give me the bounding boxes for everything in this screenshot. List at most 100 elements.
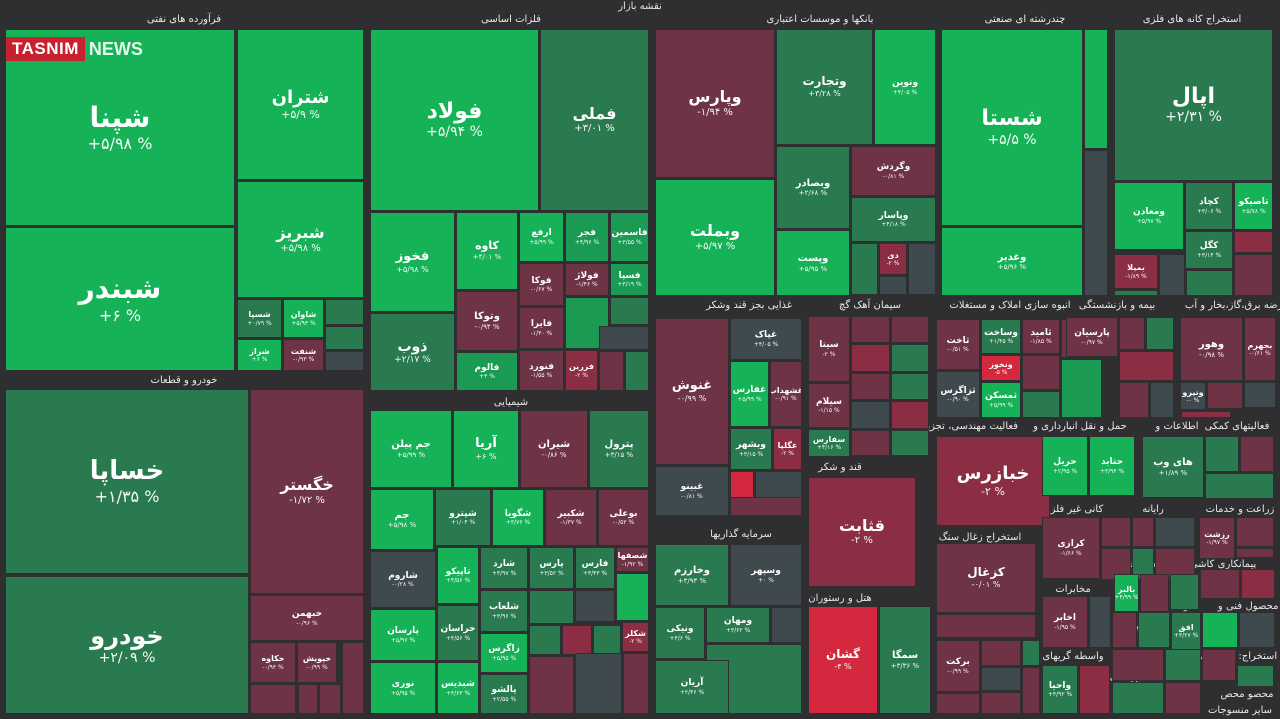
stock-tile[interactable]: جم پیلن% ۵/۹۹+ bbox=[370, 410, 452, 488]
stock-tile[interactable]: ثامید% ۱/۸۵- bbox=[1022, 319, 1060, 354]
stock-tile[interactable]: گشان% ۴- bbox=[808, 606, 878, 714]
stock-tile[interactable]: وتوکا% ۰/۹۴- bbox=[456, 291, 518, 351]
stock-tile[interactable]: حریل% ۲/۹۵+ bbox=[1042, 436, 1088, 496]
stock-tile[interactable]: بمیلا% ۱/۸۹- bbox=[1114, 254, 1158, 289]
stock-tile[interactable]: ونخوز% ۵- bbox=[981, 355, 1021, 381]
stock-tile[interactable]: ثزاگرس% ۰/۹۰- bbox=[936, 371, 980, 418]
stock-tile[interactable]: حتاید% ۳/۹۴+ bbox=[1089, 436, 1135, 496]
stock-tile[interactable]: فایرا% ۱/۳۰- bbox=[519, 307, 564, 349]
stock-tile[interactable]: خپویش% ۰/۹۹- bbox=[297, 642, 337, 683]
stock-tile[interactable]: ثمسکن% ۵/۹۹+ bbox=[981, 382, 1021, 418]
stock-tile[interactable]: فولاژ% ۱/۴۶- bbox=[565, 263, 609, 296]
stock-tile[interactable]: های وب% ۱/۸۹+ bbox=[1142, 436, 1204, 498]
stock-tile[interactable]: ونوین% ۴/۰۵+ bbox=[874, 29, 936, 145]
stock-tile[interactable]: خکاوه% ۰/۹۳- bbox=[250, 642, 296, 683]
stock-tile[interactable]: غگلپا% ۲- bbox=[773, 428, 802, 470]
stock-tile[interactable]: بجهرم% ۰/۶۱- bbox=[1244, 317, 1276, 381]
stock-tile[interactable]: غشهداب% ۰/۹۱- bbox=[770, 361, 802, 427]
stock-tile[interactable]: فولاد% ۵/۹۴+ bbox=[370, 29, 539, 211]
stock-tile[interactable]: پالشو% ۲/۵۵+ bbox=[480, 674, 528, 714]
stock-tile[interactable]: خساپا% ۱/۳۵+ bbox=[5, 389, 249, 574]
stock-tile[interactable]: غنوش% ۰/۹۹- bbox=[655, 318, 729, 465]
stock-tile[interactable]: پترول% ۳/۱۵+ bbox=[589, 410, 649, 488]
stock-tile[interactable]: وتجارت% ۳/۲۸+ bbox=[776, 29, 873, 145]
stock-tile[interactable]: وغدیر% ۵/۹۶+ bbox=[941, 227, 1083, 296]
stock-tile[interactable]: شلعاب% ۳/۹۶+ bbox=[480, 590, 528, 632]
stock-tile[interactable]: شپنا% ۵/۹۸+ bbox=[5, 29, 235, 226]
stock-tile[interactable]: شاوان% ۵/۹۳+ bbox=[283, 299, 324, 338]
stock-tile[interactable]: تاصیکو% ۵/۷۸+ bbox=[1234, 182, 1273, 230]
stock-tile[interactable]: سمگا% ۳/۳۶+ bbox=[879, 606, 931, 714]
stock-tile[interactable]: تاپیکو% ۴/۵۶+ bbox=[437, 547, 479, 604]
stock-tile[interactable]: سیتا% ۲- bbox=[808, 316, 850, 382]
stock-tile[interactable]: فملی% ۳/۰۱+ bbox=[540, 29, 649, 211]
stock-tile[interactable]: جم% ۵/۹۸+ bbox=[370, 489, 434, 550]
stock-tile[interactable]: کگل% ۳/۱۴+ bbox=[1185, 231, 1233, 269]
stock-tile[interactable]: شپترو% ۱/۰۴+ bbox=[435, 489, 491, 546]
stock-tile[interactable]: ومعادن% ۵/۹۷+ bbox=[1114, 182, 1184, 250]
stock-tile[interactable]: کزغال% ۰/۰۱- bbox=[936, 543, 1036, 613]
stock-tile[interactable]: وخارزم% ۳/۹۳+ bbox=[655, 544, 729, 606]
stock-tile[interactable]: وساخت% ۱/۴۵+ bbox=[981, 319, 1021, 354]
stock-tile[interactable]: فجر% ۴/۹۶+ bbox=[565, 212, 609, 262]
stock-tile[interactable]: وپارس% ۱/۹۴- bbox=[655, 29, 775, 178]
stock-tile[interactable]: خبهمن% ۰/۹۶- bbox=[250, 595, 364, 641]
stock-tile[interactable]: خبازرس% ۲- bbox=[936, 436, 1050, 526]
stock-tile[interactable]: فاسمین% ۳/۵۵+ bbox=[610, 212, 649, 262]
stock-tile[interactable]: شتران% ۵/۹+ bbox=[237, 29, 364, 180]
stock-tile[interactable]: اخابر% ۱/۹۵- bbox=[1042, 596, 1088, 648]
stock-tile[interactable]: شبریز% ۵/۹۸+ bbox=[237, 181, 364, 298]
stock-tile[interactable]: غبینو% ۰/۸۱- bbox=[655, 466, 729, 516]
stock-tile[interactable]: کاوه% ۴/۰۱+ bbox=[456, 212, 518, 290]
stock-tile[interactable]: فسپا% ۳/۱۹+ bbox=[610, 263, 649, 296]
stock-tile[interactable]: قثابت% ۲- bbox=[808, 477, 916, 587]
stock-tile[interactable]: ارفع% ۵/۹۹+ bbox=[519, 212, 564, 262]
stock-tile[interactable]: شنفت% ۰/۹۳- bbox=[283, 339, 324, 371]
stock-tile[interactable]: وهور% ۰/۹۸- bbox=[1180, 317, 1243, 381]
stock-tile[interactable]: شصفها% ۱/۹۲- bbox=[616, 547, 649, 572]
stock-tile[interactable]: وپست% ۵/۹۵+ bbox=[776, 230, 850, 296]
stock-tile[interactable]: وبشهر% ۳/۱۵+ bbox=[730, 428, 772, 470]
stock-tile[interactable]: شارد% ۳/۹۷+ bbox=[480, 547, 528, 589]
stock-tile[interactable]: بوعلی% ۰/۵۲- bbox=[598, 489, 649, 546]
stock-tile[interactable]: خودرو% ۲/۰۹+ bbox=[5, 576, 249, 714]
stock-tile[interactable]: فوکا% ۰/۶۷- bbox=[519, 263, 564, 306]
stock-tile[interactable]: شکبیر% ۱/۳۷- bbox=[545, 489, 597, 546]
stock-tile[interactable]: ومهان% ۳/۶۲+ bbox=[706, 607, 770, 643]
stock-tile[interactable]: شستا% ۵/۵+ bbox=[941, 29, 1083, 226]
stock-tile[interactable]: دی% ۲- bbox=[879, 243, 907, 275]
stock-tile[interactable]: افق% ۳/۲۷+ bbox=[1171, 612, 1201, 650]
stock-tile[interactable]: پارسیان% ۰/۹۷- bbox=[1066, 317, 1118, 357]
stock-tile[interactable]: ونیکی% ۴/۶+ bbox=[655, 607, 705, 659]
stock-tile[interactable]: شراز% ۶+ bbox=[237, 339, 282, 371]
stock-tile[interactable]: شگویا% ۳/۷۶+ bbox=[492, 489, 544, 546]
stock-tile[interactable]: اپال% ۲/۳۱+ bbox=[1114, 29, 1273, 181]
stock-tile[interactable]: ثاخت% ۰/۵۱- bbox=[936, 319, 980, 370]
stock-tile[interactable]: وپاسار% ۴/۱۸+ bbox=[851, 197, 936, 242]
stock-tile[interactable]: سیلام% ۱/۱۵- bbox=[808, 383, 850, 428]
stock-tile[interactable]: فزرین% ۲- bbox=[565, 350, 598, 391]
stock-tile[interactable]: فارس% ۳/۴۳+ bbox=[575, 547, 615, 589]
stock-tile[interactable]: زاگرس% ۵/۹۵+ bbox=[480, 633, 528, 673]
stock-tile[interactable]: رزشت% ۱/۹۷- bbox=[1199, 517, 1235, 559]
stock-tile[interactable]: خگستر% ۱/۷۲- bbox=[250, 389, 364, 594]
stock-tile[interactable]: شبندر% ۶+ bbox=[5, 227, 235, 371]
stock-tile[interactable]: کچاد% ۳/۰۶+ bbox=[1185, 182, 1233, 230]
stock-tile[interactable]: وگردش% ۰/۸۱- bbox=[851, 146, 936, 196]
stock-tile[interactable]: وبصادر% ۲/۶۸+ bbox=[776, 146, 850, 229]
stock-tile[interactable]: وبملت% ۵/۹۷+ bbox=[655, 179, 775, 296]
stock-tile[interactable]: شسپا% ۰/۷۹+ bbox=[237, 299, 282, 338]
stock-tile[interactable]: ذوب% ۲/۱۷+ bbox=[370, 313, 455, 391]
stock-tile[interactable]: آریان% ۲/۴۶+ bbox=[655, 660, 729, 714]
stock-tile[interactable]: نوری% ۵/۹۵+ bbox=[370, 662, 436, 714]
stock-tile[interactable]: خراسان% ۴/۵۶+ bbox=[437, 605, 479, 661]
stock-tile[interactable]: آریا% ۶+ bbox=[453, 410, 519, 488]
stock-tile[interactable]: بالبر% ۴/۹۹+ bbox=[1114, 574, 1139, 612]
stock-tile[interactable]: شاروم% ۰/۲۸- bbox=[370, 551, 436, 608]
stock-tile[interactable]: فالوم% ۳+ bbox=[456, 352, 518, 391]
stock-tile[interactable]: واحیا% ۴/۹۲+ bbox=[1042, 665, 1078, 714]
stock-tile[interactable]: غفارس% ۵/۹۹+ bbox=[730, 361, 769, 427]
stock-tile[interactable]: وسپهر% ۰+ bbox=[730, 544, 802, 606]
stock-tile[interactable]: کرازی% ۱/۶۶- bbox=[1042, 517, 1100, 579]
stock-tile[interactable]: شبدیس% ۴/۶۳+ bbox=[437, 662, 479, 714]
